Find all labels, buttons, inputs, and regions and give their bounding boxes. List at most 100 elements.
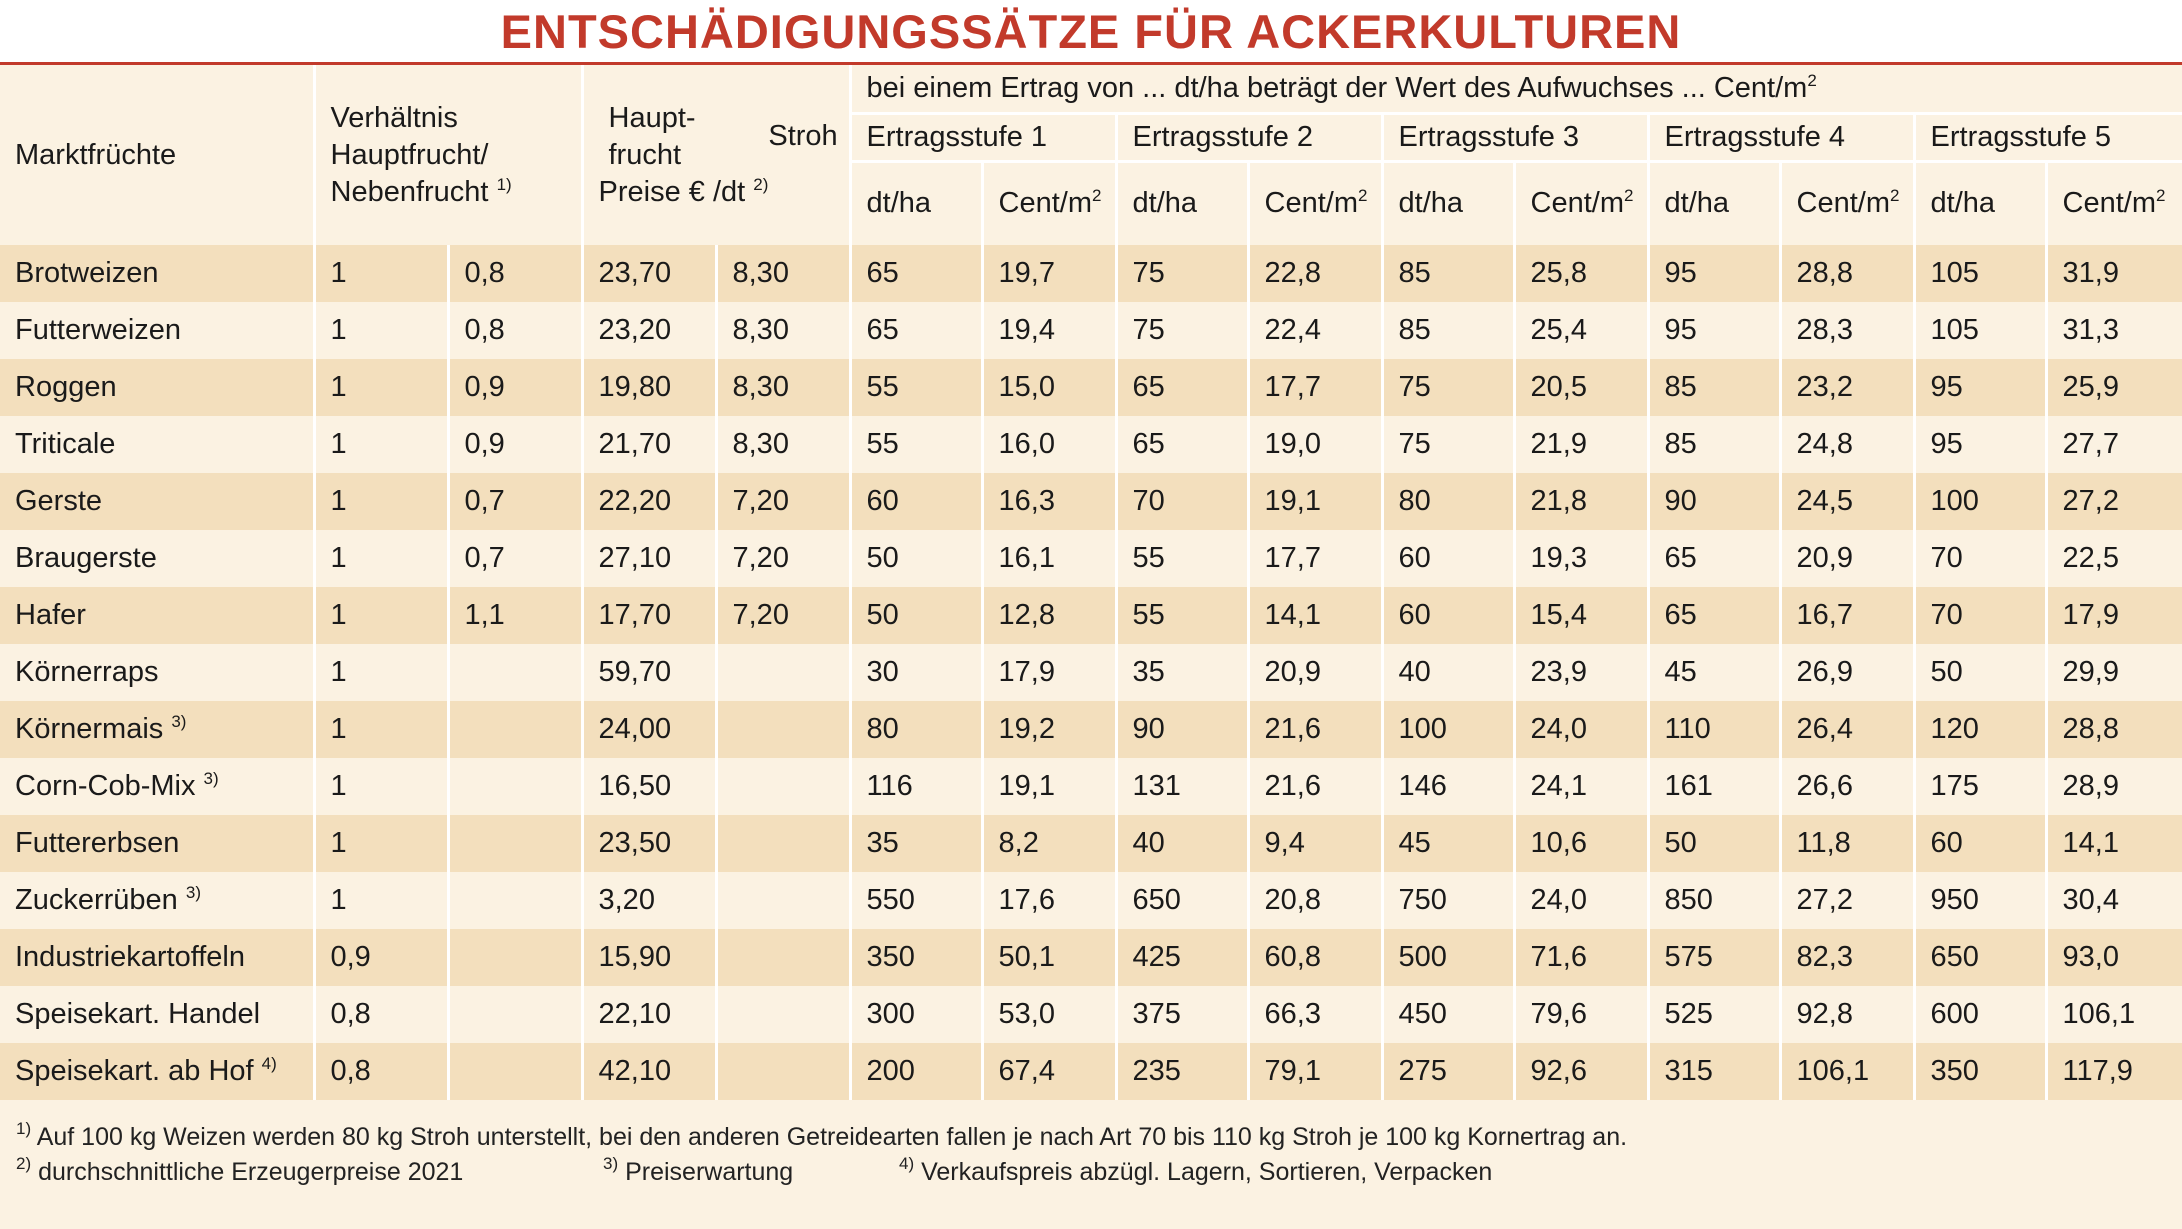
- crop-name: Hafer: [0, 587, 316, 644]
- value-cell: 106,1: [1780, 1043, 1916, 1100]
- straw-value: [716, 815, 852, 872]
- yield-cell: 70: [1116, 473, 1250, 530]
- yield-cell: 550: [850, 872, 984, 929]
- yield-cell: 131: [1116, 758, 1250, 815]
- yield-cell: 575: [1648, 929, 1782, 986]
- value-cell: 21,6: [1248, 758, 1384, 815]
- value-cell: 28,3: [1780, 302, 1916, 359]
- yield-cell: 120: [1914, 701, 2048, 758]
- value-cell: 11,8: [1780, 815, 1916, 872]
- value-cell: 25,9: [2046, 359, 2182, 416]
- value-cell: 92,6: [1514, 1043, 1650, 1100]
- yield-cell: 116: [850, 758, 984, 815]
- value-cell: 12,8: [982, 587, 1118, 644]
- header-crops: Marktfrüchte: [0, 65, 316, 245]
- value-cell: 25,8: [1514, 245, 1650, 302]
- yield-cell: 85: [1648, 359, 1782, 416]
- yield-cell: 55: [1116, 587, 1250, 644]
- yield-cell: 50: [850, 587, 984, 644]
- header-value-unit: Cent/m2: [982, 161, 1118, 245]
- value-cell: 15,0: [982, 359, 1118, 416]
- yield-cell: 235: [1116, 1043, 1250, 1100]
- value-cell: 16,0: [982, 416, 1118, 473]
- value-cell: 25,4: [1514, 302, 1650, 359]
- value-cell: 16,7: [1780, 587, 1916, 644]
- table-row: Brotweizen 1 0,8 23,70 8,30 65 19,7 75 22,8 85 25,…: [0, 245, 2182, 302]
- ratio-main: 1: [314, 587, 450, 644]
- yield-cell: 75: [1116, 245, 1250, 302]
- yield-cell: 60: [1382, 530, 1516, 587]
- crop-name: Roggen: [0, 359, 316, 416]
- yield-cell: 40: [1116, 815, 1250, 872]
- stage-header-row: Ertragsstufe 1 Ertragsstufe 2 Ertragsstufe…: [0, 113, 2182, 163]
- yield-cell: 65: [1116, 359, 1250, 416]
- value-cell: 30,4: [2046, 872, 2182, 929]
- value-cell: 117,9: [2046, 1043, 2182, 1100]
- table-row: Roggen 1 0,9 19,80 8,30 55 15,0 65 17,7 75 20,5 85 2…: [0, 359, 2182, 416]
- yield-cell: 65: [850, 302, 984, 359]
- header-stage-4: Ertragsstufe 4: [1648, 113, 1916, 163]
- straw-value: [716, 644, 852, 701]
- yield-cell: 35: [1116, 644, 1250, 701]
- value-cell: 8,2: [982, 815, 1118, 872]
- value-cell: 20,9: [1780, 530, 1916, 587]
- value-cell: 24,8: [1780, 416, 1916, 473]
- header-yield-unit: dt/ha: [1648, 161, 1782, 245]
- yield-cell: 315: [1648, 1043, 1782, 1100]
- yield-cell: 110: [1648, 701, 1782, 758]
- value-cell: 23,9: [1514, 644, 1650, 701]
- yield-cell: 350: [850, 929, 984, 986]
- table-row: Braugerste 1 0,7 27,10 7,20 50 16,1 55 17,7 60 19,…: [0, 530, 2182, 587]
- yield-cell: 90: [1648, 473, 1782, 530]
- ratio-by: [448, 872, 584, 929]
- value-cell: 31,9: [2046, 245, 2182, 302]
- value-cell: 23,2: [1780, 359, 1916, 416]
- footnote-4: 4) Verkaufspreis abzügl. Lagern, Sortier…: [899, 1154, 1493, 1186]
- value-cell: 19,7: [982, 245, 1118, 302]
- value-cell: 79,6: [1514, 986, 1650, 1043]
- yield-cell: 95: [1914, 416, 2048, 473]
- crop-name: Brotweizen: [0, 245, 316, 302]
- straw-value: 8,30: [716, 245, 852, 302]
- ratio-by: 0,8: [448, 302, 584, 359]
- crop-name: Gerste: [0, 473, 316, 530]
- value-cell: 17,6: [982, 872, 1118, 929]
- header-yield-unit: dt/ha: [850, 161, 984, 245]
- value-cell: 93,0: [2046, 929, 2182, 986]
- crop-name: Speisekart. Handel: [0, 986, 316, 1043]
- value-cell: 21,8: [1514, 473, 1650, 530]
- table-row: Hafer 1 1,1 17,70 7,20 50 12,8 55 14,1 60 15,4 65 16…: [0, 587, 2182, 644]
- straw-value: 7,20: [716, 587, 852, 644]
- yield-cell: 60: [1382, 587, 1516, 644]
- yield-cell: 60: [1914, 815, 2048, 872]
- yield-cell: 35: [850, 815, 984, 872]
- ratio-main: 1: [314, 701, 450, 758]
- table-row: Industriekartoffeln 0,9 15,90 350 50,1 425 60,…: [0, 929, 2182, 986]
- ratio-by: [448, 644, 584, 701]
- yield-cell: 55: [1116, 530, 1250, 587]
- yield-cell: 50: [1914, 644, 2048, 701]
- yield-cell: 350: [1914, 1043, 2048, 1100]
- value-cell: 21,9: [1514, 416, 1650, 473]
- straw-value: 8,30: [716, 359, 852, 416]
- header-yield-unit: dt/ha: [1914, 161, 2048, 245]
- yield-cell: 75: [1382, 359, 1516, 416]
- value-cell: 27,2: [2046, 473, 2182, 530]
- ratio-by: [448, 758, 584, 815]
- value-cell: 19,1: [1248, 473, 1384, 530]
- yield-cell: 105: [1914, 245, 2048, 302]
- table-row: Speisekart. Handel 0,8 22,10 300 53,0 375 66,3…: [0, 986, 2182, 1043]
- value-cell: 19,4: [982, 302, 1118, 359]
- price-value: 22,10: [582, 986, 718, 1043]
- ratio-by: 0,7: [448, 473, 584, 530]
- ratio-by: 0,9: [448, 416, 584, 473]
- ratio-by: 0,7: [448, 530, 584, 587]
- value-cell: 27,7: [2046, 416, 2182, 473]
- ratio-by: 0,8: [448, 245, 584, 302]
- header-stage-2: Ertragsstufe 2: [1116, 113, 1384, 163]
- value-cell: 31,3: [2046, 302, 2182, 359]
- yield-cell: 850: [1648, 872, 1782, 929]
- price-value: 3,20: [582, 872, 718, 929]
- yield-cell: 80: [1382, 473, 1516, 530]
- value-cell: 14,1: [2046, 815, 2182, 872]
